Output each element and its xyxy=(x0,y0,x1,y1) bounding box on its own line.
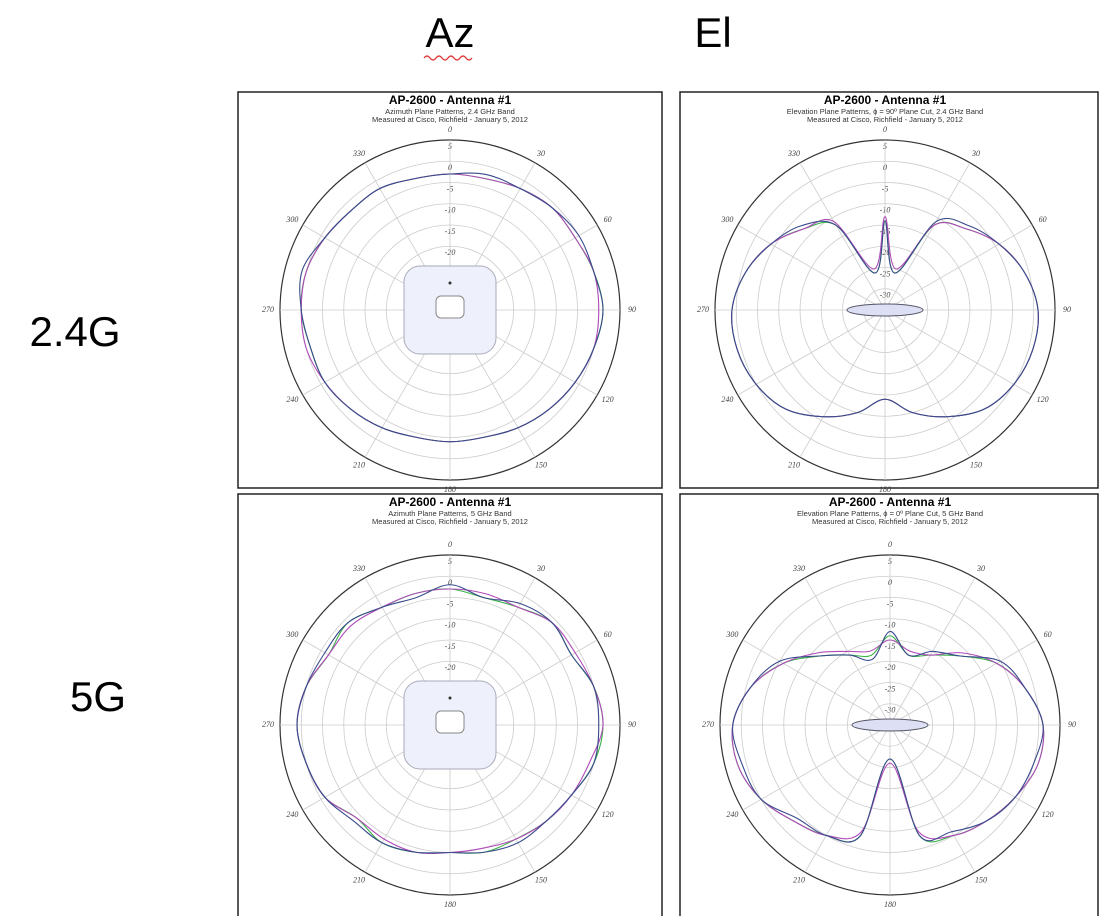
theta-tick-label: 60 xyxy=(604,630,612,639)
chart-title: AP-2600 - Antenna #1 xyxy=(824,93,947,107)
theta-tick-label: 150 xyxy=(970,461,982,470)
pattern-line xyxy=(731,639,1045,840)
pattern-line xyxy=(731,217,1039,418)
theta-tick-label: 150 xyxy=(535,461,547,470)
grid-spoke xyxy=(889,724,1038,811)
device-icon xyxy=(846,303,924,317)
theta-tick-label: 210 xyxy=(793,876,805,885)
chart-subtitle: Azimuth Plane Patterns, 5 GHz Band xyxy=(388,509,511,518)
theta-tick-label: 330 xyxy=(792,564,805,573)
theta-tick-label: 300 xyxy=(725,630,738,639)
theta-tick-label: 120 xyxy=(602,395,614,404)
theta-tick-label: 60 xyxy=(1039,215,1047,224)
theta-tick-label: 30 xyxy=(971,149,980,158)
theta-tick-label: 300 xyxy=(720,215,733,224)
theta-tick-label: 150 xyxy=(975,876,987,885)
panel-frame xyxy=(679,493,1099,916)
chart-subtitle: Measured at Cisco, Richfield - January 5… xyxy=(812,517,968,526)
chart-title: AP-2600 - Antenna #1 xyxy=(829,495,952,509)
column-label: El xyxy=(694,9,731,56)
theta-tick-label: 240 xyxy=(286,810,298,819)
grid-spoke xyxy=(742,724,891,811)
theta-tick-label: 300 xyxy=(285,630,298,639)
column-label: Az xyxy=(425,9,474,56)
grid-spoke xyxy=(742,639,891,726)
theta-tick-label: 330 xyxy=(352,149,365,158)
grid-spoke xyxy=(799,162,886,311)
chart-subtitle: Measured at Cisco, Richfield - January 5… xyxy=(372,115,528,124)
grid-spoke xyxy=(799,309,886,458)
theta-tick-label: 90 xyxy=(1068,720,1076,729)
theta-tick-label: 60 xyxy=(1044,630,1052,639)
grid-spoke xyxy=(889,639,1038,726)
grid-spoke xyxy=(737,309,886,396)
theta-tick-label: 270 xyxy=(697,305,709,314)
chart-title: AP-2600 - Antenna #1 xyxy=(389,93,512,107)
theta-tick-label: 0 xyxy=(448,540,452,549)
grid-spoke xyxy=(884,162,971,311)
theta-tick-label: 180 xyxy=(879,485,891,494)
pattern-line xyxy=(299,172,604,443)
device-logo xyxy=(435,710,465,734)
grid-spoke xyxy=(884,224,1033,311)
theta-tick-label: 0 xyxy=(888,540,892,549)
grid-spoke xyxy=(884,309,971,458)
device-led xyxy=(448,696,452,700)
theta-tick-label: 240 xyxy=(721,395,733,404)
theta-tick-label: 90 xyxy=(628,305,636,314)
theta-tick-label: 330 xyxy=(787,149,800,158)
chart-title: AP-2600 - Antenna #1 xyxy=(389,495,512,509)
theta-tick-label: 30 xyxy=(536,149,545,158)
theta-tick-label: 0 xyxy=(883,125,887,134)
chart-subtitle: Elevation Plane Patterns, ϕ = 90º Plane … xyxy=(787,107,983,116)
theta-tick-label: 60 xyxy=(604,215,612,224)
theta-tick-label: 270 xyxy=(262,305,274,314)
theta-tick-label: 270 xyxy=(702,720,714,729)
grid-spoke xyxy=(889,724,976,873)
theta-tick-label: 330 xyxy=(352,564,365,573)
chart-subtitle: Measured at Cisco, Richfield - January 5… xyxy=(807,115,963,124)
panel-frame xyxy=(679,91,1099,489)
grid-spoke xyxy=(737,224,886,311)
chart-subtitle: Elevation Plane Patterns, ϕ = 0º Plane C… xyxy=(797,509,983,518)
theta-tick-label: 210 xyxy=(788,461,800,470)
theta-tick-label: 210 xyxy=(353,461,365,470)
theta-tick-label: 300 xyxy=(285,215,298,224)
device-led xyxy=(448,281,452,285)
theta-tick-label: 240 xyxy=(726,810,738,819)
theta-tick-label: 240 xyxy=(286,395,298,404)
theta-tick-label: 180 xyxy=(444,485,456,494)
theta-tick-label: 150 xyxy=(535,876,547,885)
theta-tick-label: 30 xyxy=(976,564,985,573)
theta-tick-label: 30 xyxy=(536,564,545,573)
grid-spoke xyxy=(884,309,1033,396)
device-logo xyxy=(435,295,465,319)
spell-underline xyxy=(423,55,473,61)
theta-tick-label: 270 xyxy=(262,720,274,729)
theta-tick-label: 0 xyxy=(448,125,452,134)
theta-tick-label: 180 xyxy=(884,900,896,909)
theta-tick-label: 120 xyxy=(1037,395,1049,404)
pattern-line xyxy=(296,584,600,854)
grid-spoke xyxy=(804,724,891,873)
chart-subtitle: Measured at Cisco, Richfield - January 5… xyxy=(372,517,528,526)
theta-tick-label: 120 xyxy=(602,810,614,819)
row-label: 5G xyxy=(70,673,126,720)
theta-tick-label: 120 xyxy=(1042,810,1054,819)
row-label: 2.4G xyxy=(29,308,120,355)
theta-tick-label: 210 xyxy=(353,876,365,885)
chart-subtitle: Azimuth Plane Patterns, 2.4 GHz Band xyxy=(385,107,515,116)
pattern-line xyxy=(732,630,1044,843)
device-icon xyxy=(851,718,929,732)
theta-tick-label: 90 xyxy=(628,720,636,729)
theta-tick-label: 180 xyxy=(444,900,456,909)
theta-tick-label: 90 xyxy=(1063,305,1071,314)
